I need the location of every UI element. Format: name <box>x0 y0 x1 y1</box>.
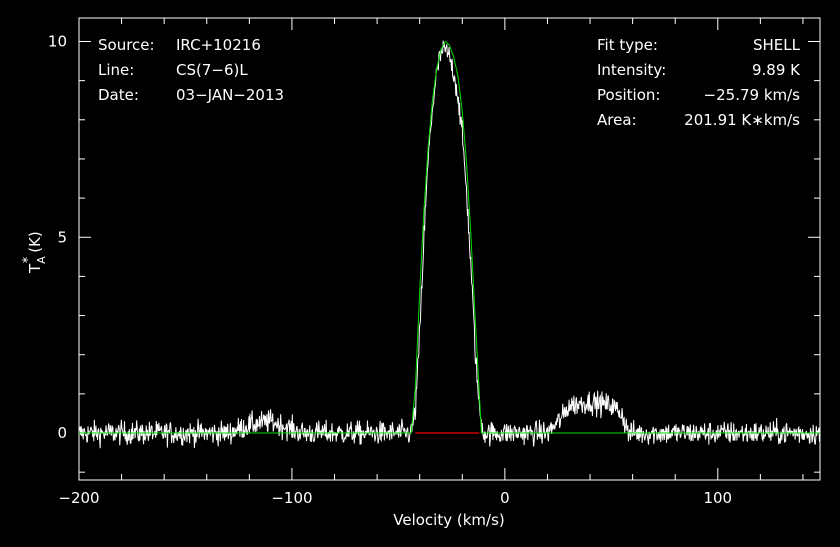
y-axis-label-sub: A <box>35 256 48 264</box>
y-tick-label: 10 <box>48 32 67 50</box>
x-tick-label: 0 <box>500 489 510 507</box>
info-value: 201.91 K∗km/s <box>684 111 800 129</box>
y-axis-label-sup: * <box>21 256 36 263</box>
info-key: Position: <box>597 86 660 104</box>
info-block-left: Source: IRC+10216 Line: CS(7−6)L Date: 03−JAN… <box>98 36 284 104</box>
series-spectrum <box>78 40 820 449</box>
info-key: Fit type: <box>597 36 658 54</box>
info-key: Line: <box>98 61 134 79</box>
info-value: SHELL <box>753 36 801 54</box>
tick-label-group: −200 −100 0 100 0 5 10 <box>48 32 732 507</box>
curve-group <box>78 40 820 449</box>
y-tick-label: 5 <box>57 228 67 246</box>
series-fit <box>79 40 820 434</box>
y-axis-label-unit: (K) <box>26 231 44 253</box>
info-value: CS(7−6)L <box>176 61 248 79</box>
info-value: IRC+10216 <box>176 36 261 54</box>
x-axis-label: Velocity (km/s) <box>393 511 504 529</box>
x-tick-label: −100 <box>271 489 312 507</box>
info-key: Area: <box>597 111 637 129</box>
x-tick-label: −200 <box>58 489 99 507</box>
y-axis-label-main: T <box>26 263 44 274</box>
y-tick-label: 0 <box>57 424 67 442</box>
y-axis-label: TA* (K) <box>21 231 48 274</box>
plot-frame <box>78 17 821 481</box>
x-tick-label: 100 <box>703 489 732 507</box>
info-key: Intensity: <box>597 61 666 79</box>
tick-group <box>78 18 820 480</box>
info-value: 9.89 K <box>752 61 801 79</box>
info-key: Source: <box>98 36 155 54</box>
info-key: Date: <box>98 86 139 104</box>
info-block-right: Fit type: SHELL Intensity: 9.89 K Position: −… <box>597 36 801 129</box>
info-value: −25.79 km/s <box>704 86 801 104</box>
svg-text:TA*(K): TA* (K) <box>21 231 48 274</box>
info-value: 03−JAN−2013 <box>176 86 284 104</box>
